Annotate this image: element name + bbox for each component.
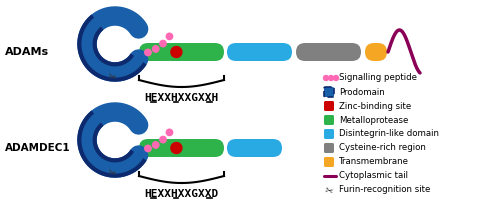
Text: Transmembrane: Transmembrane	[339, 157, 409, 166]
Text: ✂: ✂	[107, 166, 117, 178]
FancyBboxPatch shape	[324, 87, 334, 97]
Circle shape	[152, 142, 159, 148]
Text: Cysteine-rich region: Cysteine-rich region	[339, 143, 426, 153]
Circle shape	[152, 46, 159, 52]
FancyBboxPatch shape	[296, 43, 361, 61]
FancyBboxPatch shape	[227, 43, 292, 61]
Text: Signalling peptide: Signalling peptide	[339, 73, 417, 83]
FancyBboxPatch shape	[324, 115, 334, 125]
Text: Cytoplasmic tail: Cytoplasmic tail	[339, 172, 408, 180]
Circle shape	[166, 129, 172, 136]
Circle shape	[171, 142, 182, 153]
Text: ✂: ✂	[107, 70, 117, 82]
Circle shape	[144, 49, 151, 56]
Text: ADAMDEC1: ADAMDEC1	[5, 143, 70, 153]
Text: HEXXHXXGXXH: HEXXHXXGXXH	[144, 93, 218, 103]
FancyBboxPatch shape	[324, 129, 334, 139]
FancyBboxPatch shape	[324, 157, 334, 167]
Circle shape	[160, 136, 166, 143]
Circle shape	[324, 76, 328, 81]
Text: Zinc-binding site: Zinc-binding site	[339, 101, 411, 111]
FancyBboxPatch shape	[324, 101, 334, 111]
Circle shape	[171, 46, 182, 58]
Text: HEXXHXXGXXD: HEXXHXXGXXD	[144, 189, 218, 199]
Text: Disintegrin-like domain: Disintegrin-like domain	[339, 130, 439, 138]
Circle shape	[166, 33, 172, 40]
Circle shape	[328, 76, 334, 81]
FancyBboxPatch shape	[365, 43, 387, 61]
FancyBboxPatch shape	[227, 139, 282, 157]
FancyBboxPatch shape	[324, 143, 334, 153]
Text: Furin-recognition site: Furin-recognition site	[339, 185, 430, 195]
FancyBboxPatch shape	[139, 139, 224, 157]
Circle shape	[334, 76, 338, 81]
Text: Metalloprotease: Metalloprotease	[339, 115, 408, 124]
FancyBboxPatch shape	[139, 43, 224, 61]
Text: ADAMs: ADAMs	[5, 47, 49, 57]
Circle shape	[144, 145, 151, 152]
Text: ✂: ✂	[324, 184, 334, 196]
Text: Prodomain: Prodomain	[339, 88, 385, 96]
Circle shape	[160, 40, 166, 47]
